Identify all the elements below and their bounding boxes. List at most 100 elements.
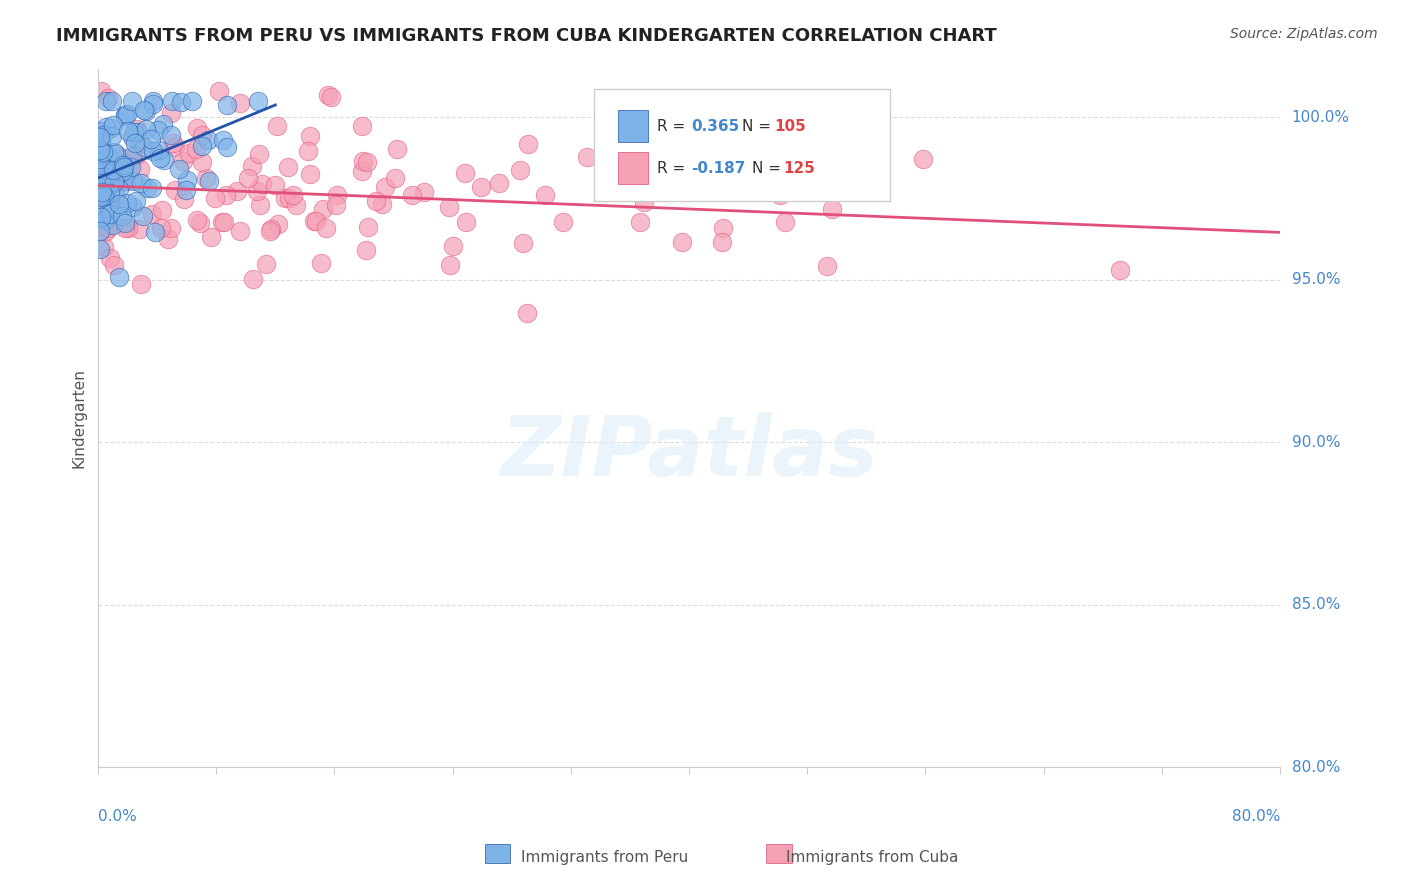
Point xyxy=(94,120,117,134)
Point xyxy=(198,173,221,187)
Text: R =: R = xyxy=(657,161,690,176)
Point xyxy=(176,173,198,187)
Text: ZIPatlas: ZIPatlas xyxy=(501,412,877,493)
Point xyxy=(259,224,281,238)
Point xyxy=(350,119,373,133)
Point xyxy=(111,209,134,223)
Point xyxy=(98,251,121,265)
Point xyxy=(250,177,273,191)
Point xyxy=(90,186,112,200)
Point xyxy=(191,128,214,142)
Point xyxy=(671,235,693,249)
Point xyxy=(105,194,128,209)
Point xyxy=(98,207,121,221)
Point xyxy=(254,257,277,271)
Point xyxy=(179,146,201,161)
Point xyxy=(212,214,235,228)
Point xyxy=(488,176,510,190)
Point xyxy=(576,149,599,163)
Point xyxy=(263,178,285,193)
Point xyxy=(297,145,319,159)
Point xyxy=(247,94,270,108)
Point xyxy=(96,147,118,161)
Point xyxy=(278,191,301,205)
Point xyxy=(299,167,322,181)
Text: Immigrants from Peru: Immigrants from Peru xyxy=(522,850,688,865)
Point xyxy=(115,196,138,211)
Point xyxy=(246,184,269,198)
Y-axis label: Kindergarten: Kindergarten xyxy=(72,368,86,467)
Point xyxy=(91,145,114,160)
Text: R =: R = xyxy=(657,119,690,134)
Point xyxy=(97,221,120,235)
Point xyxy=(191,155,214,169)
Point xyxy=(186,121,208,136)
FancyBboxPatch shape xyxy=(619,153,648,184)
Point xyxy=(190,216,212,230)
Point xyxy=(127,121,149,136)
Point xyxy=(124,194,146,209)
Point xyxy=(135,104,157,119)
Point xyxy=(150,202,173,217)
Point xyxy=(311,256,333,270)
Point xyxy=(94,187,117,202)
Point xyxy=(242,271,264,285)
Point xyxy=(283,188,305,202)
Point xyxy=(190,138,212,153)
Point xyxy=(211,133,233,147)
Point xyxy=(184,143,207,157)
Point xyxy=(215,139,238,153)
FancyBboxPatch shape xyxy=(595,89,890,202)
Point xyxy=(132,209,155,223)
Point xyxy=(96,224,118,238)
Text: 125: 125 xyxy=(783,161,815,176)
Point xyxy=(105,147,128,161)
Point xyxy=(93,191,115,205)
Point xyxy=(94,213,117,227)
Point xyxy=(912,152,935,166)
Point xyxy=(101,129,124,144)
Point xyxy=(769,187,792,202)
Point xyxy=(96,210,118,224)
Text: Source: ZipAtlas.com: Source: ZipAtlas.com xyxy=(1230,27,1378,41)
Point xyxy=(112,160,135,174)
Point xyxy=(274,191,297,205)
Point xyxy=(93,240,115,254)
Point xyxy=(200,229,222,244)
Text: 90.0%: 90.0% xyxy=(1292,434,1340,450)
Point xyxy=(94,184,117,198)
Point xyxy=(516,306,538,320)
Point xyxy=(114,220,136,235)
Bar xyxy=(766,844,792,863)
Point xyxy=(170,95,193,109)
Point xyxy=(316,88,339,103)
Point xyxy=(114,216,136,230)
Text: 85.0%: 85.0% xyxy=(1292,598,1340,612)
Point xyxy=(305,214,328,228)
Point xyxy=(326,187,349,202)
Point xyxy=(93,189,115,203)
Point xyxy=(509,162,531,177)
Point xyxy=(174,183,197,197)
Point xyxy=(356,219,378,234)
Point xyxy=(229,95,252,110)
Point xyxy=(439,200,461,214)
Text: 95.0%: 95.0% xyxy=(1292,272,1340,287)
Point xyxy=(110,174,132,188)
Point xyxy=(815,259,838,273)
Point xyxy=(90,190,112,204)
Point xyxy=(225,184,247,198)
Point xyxy=(249,198,271,212)
Point xyxy=(260,222,283,236)
Point xyxy=(93,179,115,194)
Point xyxy=(356,154,378,169)
Text: N =: N = xyxy=(752,161,786,176)
Point xyxy=(277,160,299,174)
Point xyxy=(89,224,111,238)
Point xyxy=(633,195,655,210)
Point xyxy=(204,191,226,205)
Point xyxy=(315,221,337,235)
Text: IMMIGRANTS FROM PERU VS IMMIGRANTS FROM CUBA KINDERGARTEN CORRELATION CHART: IMMIGRANTS FROM PERU VS IMMIGRANTS FROM … xyxy=(56,27,997,45)
Point xyxy=(551,215,574,229)
Point xyxy=(152,117,174,131)
